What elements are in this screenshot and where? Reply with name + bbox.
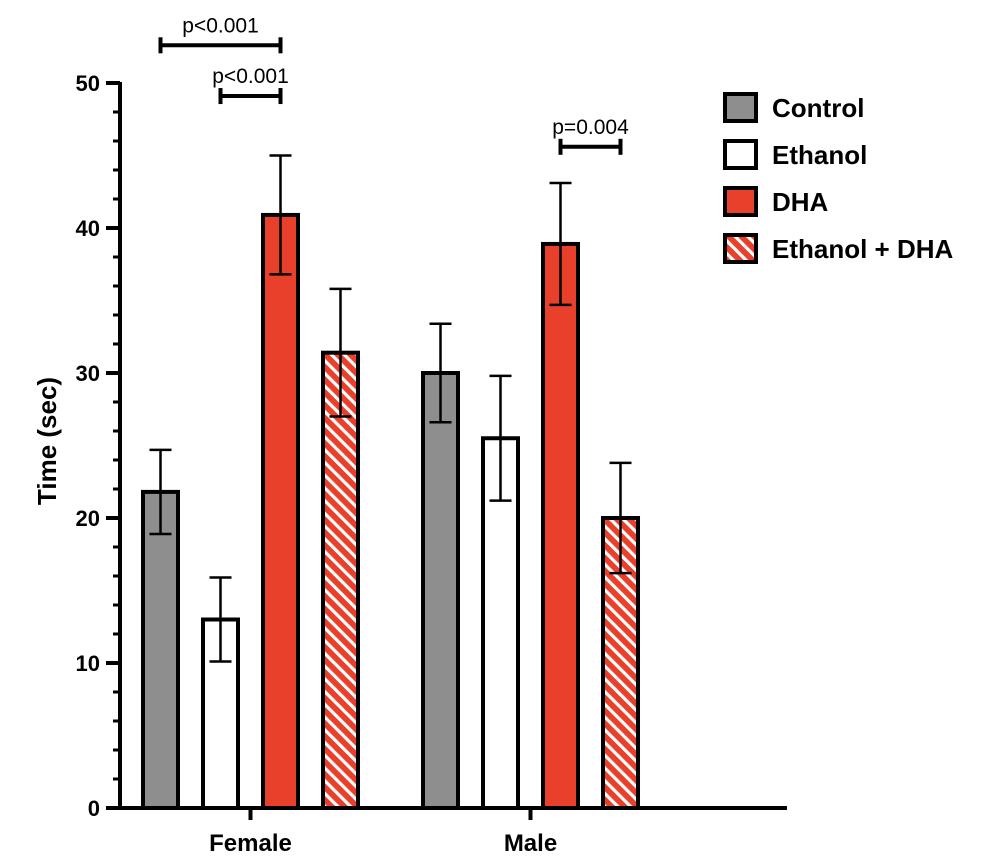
x-category-label: Male (504, 830, 557, 857)
y-axis-title: Time (sec) (32, 377, 62, 505)
x-category-label: Female (209, 830, 292, 857)
p-value-label: p<0.001 (212, 65, 289, 88)
p-value-label: p<0.001 (182, 14, 259, 37)
bar (541, 241, 580, 810)
bar (421, 371, 460, 810)
y-tick-label: 30 (76, 361, 100, 386)
bar (261, 212, 300, 810)
legend-label: Ethanol (772, 140, 867, 170)
p-value-label: p=0.004 (552, 116, 629, 139)
legend: Control Ethanol DHA Ethanol + DHA (723, 92, 954, 264)
legend-label: Control (772, 93, 864, 123)
significance-annotations: p<0.001 p<0.001 p=0.004 (158, 14, 629, 155)
bar (141, 489, 180, 810)
y-axis: 0 10 20 30 40 50 (76, 71, 122, 821)
y-tick-label: 20 (76, 506, 100, 531)
legend-swatch (723, 186, 758, 217)
legend-label: DHA (772, 187, 829, 217)
bar (321, 350, 360, 810)
legend-swatch (723, 92, 758, 123)
y-tick-label: 50 (76, 71, 100, 96)
legend-label: Ethanol + DHA (772, 234, 954, 264)
x-axis: Female Male (118, 806, 787, 857)
y-tick-label: 40 (76, 216, 100, 241)
y-tick-label: 10 (76, 651, 100, 676)
legend-swatch (723, 233, 758, 264)
legend-swatch (723, 139, 758, 170)
y-tick-label: 0 (88, 796, 100, 821)
bars (141, 154, 640, 810)
